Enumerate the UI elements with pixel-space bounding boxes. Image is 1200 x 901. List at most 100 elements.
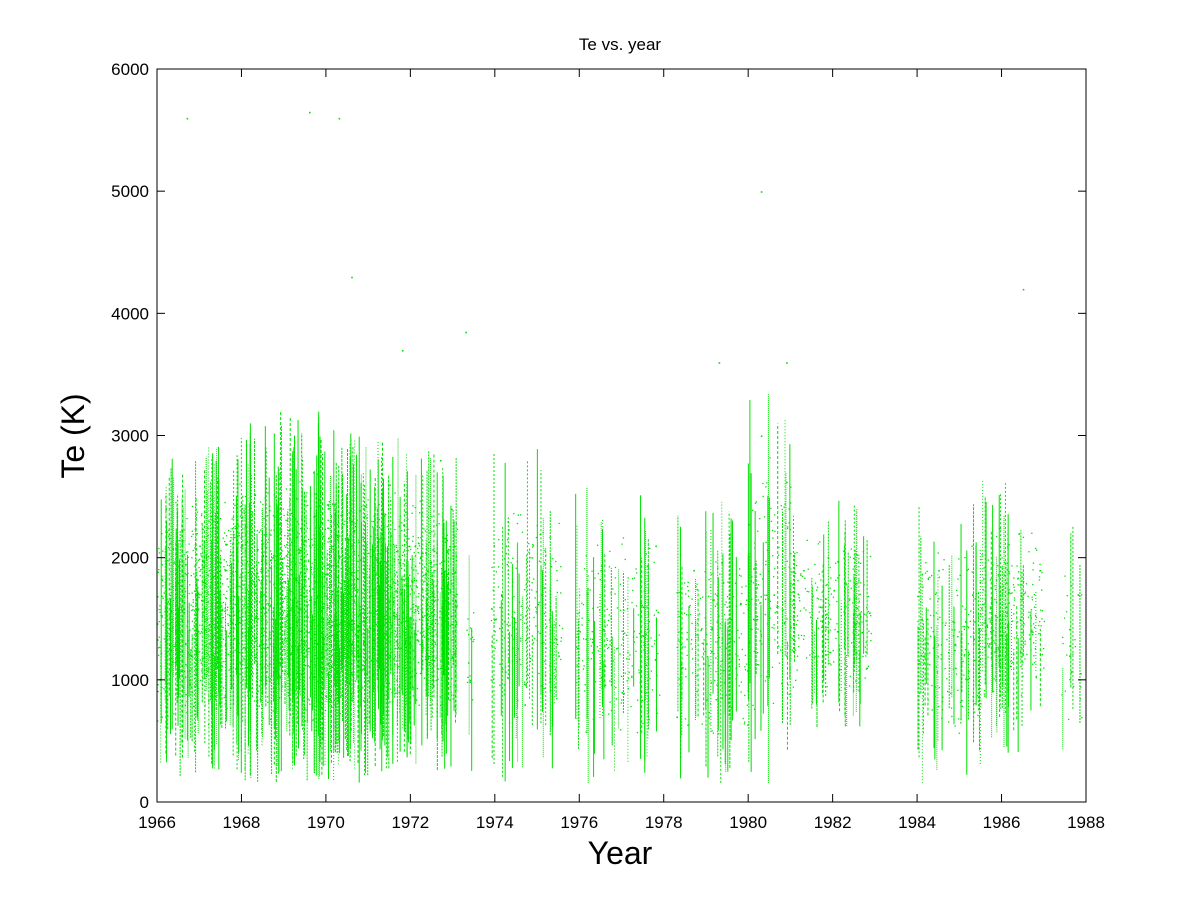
data-point [981,607,983,609]
data-point [399,607,401,609]
data-point [172,548,175,550]
data-point [314,633,316,636]
data-point [336,653,338,655]
data-point [511,660,514,662]
data-point [284,609,286,612]
data-point [718,615,720,617]
data-point [1006,612,1008,614]
data-point [1017,578,1019,580]
data-point [289,588,291,590]
data-point [373,612,376,614]
data-point [272,630,274,632]
data-point [410,618,412,620]
data-point [373,647,375,650]
data-point [854,583,857,586]
data-point [834,628,836,631]
data-point [162,624,164,626]
data-point [310,581,312,583]
data-point [304,642,306,644]
data-point [423,677,426,679]
data-point [356,659,358,661]
data-point [351,619,353,621]
data-point [271,625,273,627]
data-point [222,610,224,612]
data-point [1027,595,1029,597]
data-point [505,545,508,547]
data-point [437,678,439,680]
data-point [977,714,979,717]
data-point [355,634,357,637]
data-point [343,646,345,648]
data-point [326,634,328,636]
data-point [192,605,194,608]
data-point [437,599,439,601]
y-tick-label: 2000 [111,549,149,568]
data-point [1019,584,1021,586]
data-point [721,562,723,564]
data-point [416,699,418,701]
data-point [610,633,612,635]
data-point [1030,617,1032,619]
data-point [338,578,340,580]
data-point [494,631,496,633]
data-point [385,680,387,682]
data-point [597,606,599,608]
data-point [261,558,263,560]
data-point [741,586,743,588]
data-point [431,593,434,595]
data-point [590,658,593,660]
data-point [175,630,178,632]
data-point [995,601,998,603]
data-point [753,619,756,621]
data-point [232,516,235,519]
data-point [372,687,375,689]
data-point [691,598,693,600]
data-point [332,621,334,623]
data-point [322,512,324,514]
data-point [602,651,604,653]
data-point [336,576,338,578]
data-point [437,591,439,593]
data-point [360,565,363,567]
data-point [451,583,453,585]
data-point [283,557,285,559]
data-point [179,598,181,600]
data-point [446,625,449,628]
data-point [244,666,247,669]
data-point [645,692,648,694]
data-point [631,676,633,679]
data-point [416,586,418,588]
data-point [828,631,830,633]
data-point [442,588,444,590]
data-point [202,614,204,616]
data-point [593,624,595,626]
data-point [412,558,414,561]
data-point [330,548,333,550]
data-point [226,535,228,537]
data-point [857,554,859,556]
data-point [172,626,174,629]
data-point [441,642,444,644]
data-point [382,643,384,645]
data-point [690,643,692,645]
data-point [421,513,423,515]
data-point [746,704,748,706]
data-point [334,683,337,685]
data-point [710,573,712,575]
data-point [836,600,838,603]
points-layer [157,111,1083,784]
data-point [757,584,760,586]
data-point [312,719,315,721]
data-point [277,555,279,557]
data-point [740,602,742,605]
data-point [357,635,359,637]
data-point [268,609,270,611]
data-point [191,557,193,559]
data-point [311,678,313,680]
data-point [389,688,392,690]
data-point [641,604,643,607]
data-point [342,687,344,690]
data-point [230,601,232,603]
data-point [558,655,560,657]
data-point [515,567,517,569]
